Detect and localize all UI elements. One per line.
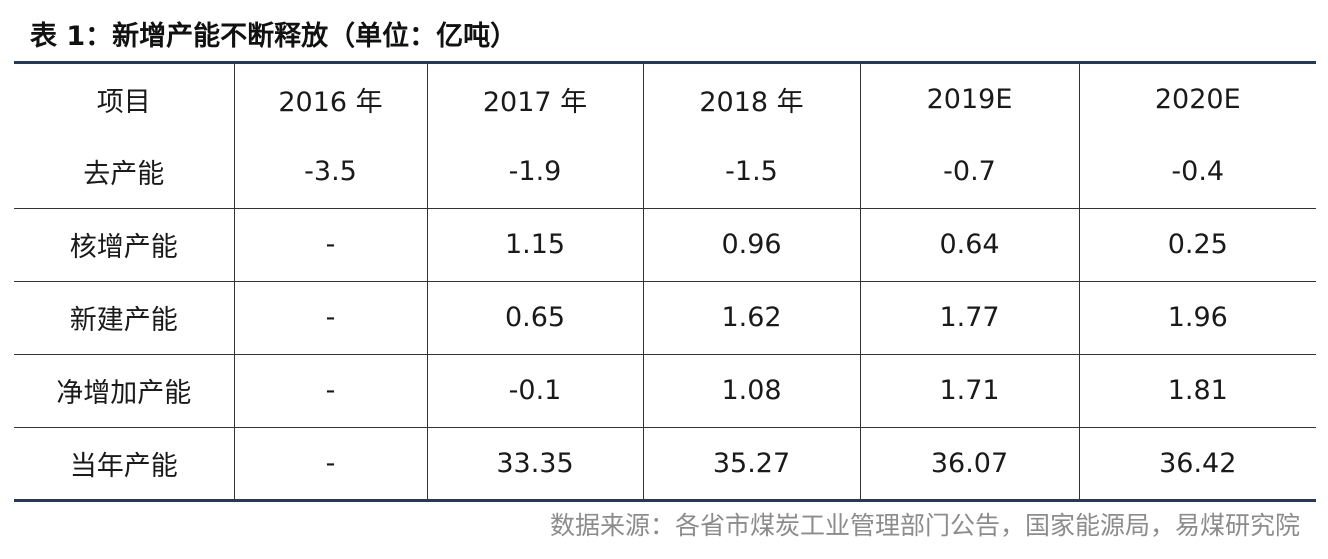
bottom-rule (14, 499, 1316, 502)
header-2019e: 2019E (859, 64, 1080, 135)
table-cell: 33.35 (426, 427, 644, 500)
table-title: 表 1：新增产能不断释放（单位：亿吨） (30, 21, 518, 52)
table-row: 去产能 -3.5 -1.9 -1.5 -0.7 -0.4 (14, 135, 1316, 209)
table-cell: 1.77 (859, 281, 1080, 355)
header-2016: 2016 年 (233, 64, 428, 135)
table-cell: 1.81 (1078, 354, 1316, 428)
table-cell: 1.71 (859, 354, 1080, 428)
table-cell: 0.65 (426, 281, 644, 355)
table-row: 核增产能 - 1.15 0.96 0.64 0.25 (14, 208, 1316, 282)
table-cell: -0.7 (859, 135, 1080, 209)
source-note: 数据来源：各省市煤炭工业管理部门公告，国家能源局，易煤研究院 (549, 511, 1300, 540)
table-cell: - (233, 281, 428, 355)
table-header-row: 项目 2016 年 2017 年 2018 年 2019E 2020E (14, 64, 1316, 135)
table-cell: -0.4 (1078, 135, 1316, 209)
header-2017: 2017 年 (426, 64, 644, 135)
table-row: 净增加产能 - -0.1 1.08 1.71 1.81 (14, 354, 1316, 428)
table-cell: 36.07 (859, 427, 1080, 500)
table-cell: -1.9 (426, 135, 644, 209)
top-rule (14, 61, 1316, 64)
row-label: 净增加产能 (14, 354, 235, 428)
table-row: 新建产能 - 0.65 1.62 1.77 1.96 (14, 281, 1316, 355)
table-cell: 0.25 (1078, 208, 1316, 282)
header-item: 项目 (14, 64, 235, 135)
table-cell: - (233, 354, 428, 428)
table-cell: 1.62 (642, 281, 861, 355)
header-2018: 2018 年 (642, 64, 861, 135)
row-label: 去产能 (14, 135, 235, 209)
table-cell: -1.5 (642, 135, 861, 209)
row-label: 新建产能 (14, 281, 235, 355)
table-row: 当年产能 - 33.35 35.27 36.07 36.42 (14, 427, 1316, 500)
table-cell: -3.5 (233, 135, 428, 209)
row-label: 当年产能 (14, 427, 235, 500)
table-cell: 1.08 (642, 354, 861, 428)
table-cell: - (233, 427, 428, 500)
header-2020e: 2020E (1078, 64, 1316, 135)
table-cell: 1.15 (426, 208, 644, 282)
table-cell: 36.42 (1078, 427, 1316, 500)
table-cell: - (233, 208, 428, 282)
table-cell: 0.64 (859, 208, 1080, 282)
table-cell: 35.27 (642, 427, 861, 500)
table-cell: 1.96 (1078, 281, 1316, 355)
table-cell: -0.1 (426, 354, 644, 428)
table-cell: 0.96 (642, 208, 861, 282)
row-label: 核增产能 (14, 208, 235, 282)
capacity-table: 项目 2016 年 2017 年 2018 年 2019E 2020E 去产能 … (14, 64, 1316, 500)
